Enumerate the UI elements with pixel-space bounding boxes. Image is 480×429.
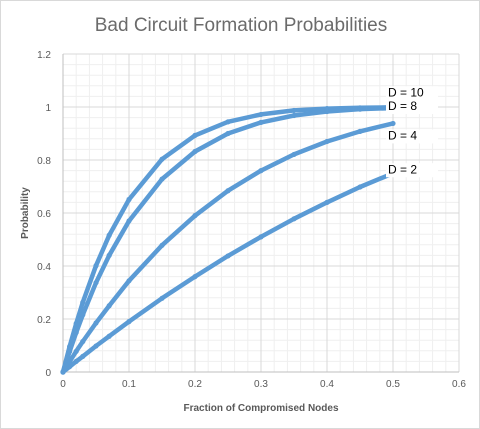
data-point	[80, 338, 86, 345]
data-point	[192, 148, 198, 155]
data-point	[258, 168, 264, 174]
data-point	[106, 252, 112, 258]
data-point	[106, 232, 112, 238]
data-point	[106, 333, 112, 339]
data-point	[80, 312, 86, 318]
x-tick-label: 0	[60, 379, 66, 390]
series-label-background	[386, 129, 438, 144]
series-label: D = 2	[388, 162, 417, 176]
x-tick-label: 0.4	[320, 379, 334, 390]
data-point	[73, 329, 79, 336]
data-point	[93, 263, 99, 269]
data-point	[225, 188, 231, 194]
x-tick-label: 0.3	[254, 379, 268, 390]
data-point	[357, 128, 363, 134]
series-labels: D = 10D = 8 D = 4 D = 2	[386, 85, 438, 178]
grid	[62, 53, 460, 373]
x-axis-label: Fraction of Compromised Nodes	[183, 403, 338, 414]
x-tick-label: 0.1	[122, 379, 136, 390]
data-point	[60, 369, 66, 375]
y-tick-label: 1.2	[37, 50, 51, 61]
data-point	[67, 348, 73, 355]
series-layer	[60, 104, 396, 375]
data-point	[80, 353, 86, 359]
y-tick-label: 0.6	[37, 209, 51, 220]
chart-title: Bad Circuit Formation Probabilities	[95, 15, 388, 36]
x-tick-label: 0.5	[386, 379, 400, 390]
data-point	[291, 107, 297, 114]
data-point	[357, 184, 363, 190]
data-point	[93, 320, 99, 326]
data-point	[126, 218, 132, 224]
series-label-background	[386, 100, 438, 115]
series-label-background	[386, 86, 438, 101]
data-point	[159, 176, 165, 182]
data-point	[159, 242, 165, 248]
data-point	[159, 295, 165, 301]
data-point	[106, 303, 112, 309]
y-tick-label: 0.2	[37, 315, 51, 326]
data-point	[225, 253, 231, 259]
x-tick-label: 0.2	[188, 379, 202, 390]
data-point	[126, 319, 132, 325]
series-label-background	[386, 163, 438, 178]
data-point	[258, 111, 264, 118]
y-tick-label: 0.4	[37, 262, 51, 273]
data-point	[67, 364, 73, 370]
data-point	[291, 216, 297, 222]
y-tick-label: 0.8	[37, 156, 51, 167]
series-label: D = 10	[388, 85, 424, 99]
data-point	[192, 274, 198, 280]
y-tick-label: 0	[45, 368, 51, 379]
data-point	[291, 112, 297, 119]
data-point	[159, 156, 165, 162]
data-point	[225, 119, 231, 125]
data-point	[126, 278, 132, 284]
data-point	[73, 358, 79, 364]
data-point	[258, 119, 264, 125]
data-point	[225, 130, 231, 137]
data-point	[93, 280, 99, 286]
data-point	[390, 120, 396, 127]
data-point	[324, 138, 330, 145]
data-point	[291, 151, 297, 158]
data-point	[126, 196, 132, 203]
data-point	[73, 348, 79, 354]
y-tick-label: 1	[45, 103, 51, 114]
data-point	[324, 199, 330, 205]
axes: 0 0.1 0.2 0.3 0.4 0.5 0.6 0 0.2 0.4 0.6 0.8 1 1.2	[37, 50, 466, 390]
x-tick-label: 0.6	[452, 379, 466, 390]
data-point	[324, 108, 330, 115]
data-point	[192, 213, 198, 219]
data-point	[357, 106, 363, 112]
y-axis-label: Probability	[20, 187, 31, 239]
data-point	[258, 234, 264, 240]
data-point	[80, 299, 86, 305]
series-line-4	[60, 171, 396, 375]
data-point	[192, 132, 198, 138]
series-label: D = 8	[388, 99, 417, 113]
data-point	[93, 343, 99, 349]
series-label: D = 4	[388, 128, 417, 142]
